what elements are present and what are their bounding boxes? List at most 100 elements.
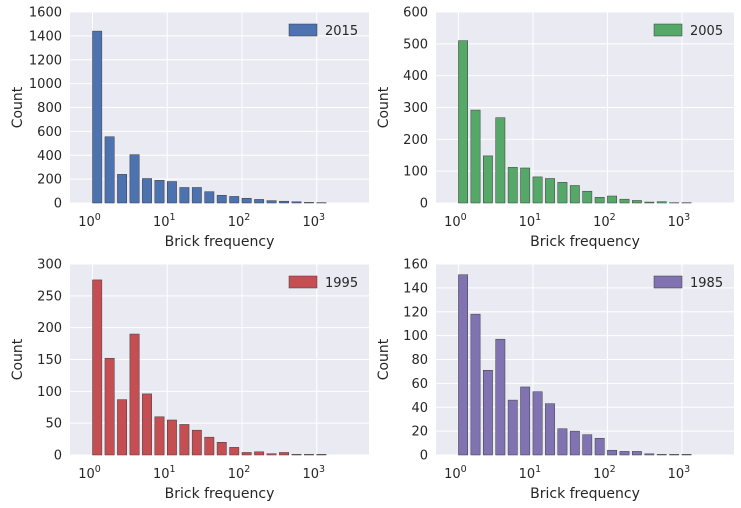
x-tick-exponent: 2: [610, 212, 616, 223]
y-tick-label: 0: [54, 197, 62, 212]
bar: [495, 338, 506, 456]
x-tick-base: 10: [593, 467, 610, 482]
y-axis-label: Count: [10, 338, 26, 380]
x-tick-label: 102: [228, 212, 251, 230]
bar: [291, 201, 302, 204]
x-tick-exponent: 3: [684, 212, 690, 223]
bar: [532, 176, 543, 204]
bar: [241, 452, 252, 456]
bar: [167, 419, 177, 456]
bar: [569, 185, 580, 204]
x-tick-label: 101: [153, 212, 176, 230]
bar: [458, 274, 468, 456]
x-tick-label: 102: [228, 464, 251, 482]
bar: [632, 200, 642, 204]
bar: [304, 454, 314, 456]
x-tick-label: 103: [302, 212, 325, 230]
bar: [520, 167, 531, 204]
bar: [142, 393, 152, 456]
bar: [117, 174, 128, 204]
y-tick-label: 300: [37, 258, 62, 273]
y-tick-label: 50: [45, 417, 62, 432]
x-tick-base: 10: [153, 467, 170, 482]
y-tick-label: 20: [411, 425, 428, 440]
bar: [191, 187, 202, 204]
x-tick-exponent: 3: [319, 464, 325, 475]
legend-label: 2015: [325, 24, 358, 39]
y-tick-label: 0: [54, 449, 62, 464]
x-tick-base: 10: [668, 467, 685, 482]
legend-label: 1985: [690, 276, 723, 291]
bar: [154, 416, 165, 456]
x-tick-label: 102: [593, 464, 616, 482]
x-tick-base: 10: [302, 215, 319, 230]
y-tick-label: 1400: [29, 29, 62, 44]
y-tick-label: 250: [37, 289, 62, 304]
bar: [569, 430, 580, 456]
bar: [607, 195, 617, 204]
legend-swatch: [653, 275, 683, 289]
x-tick-exponent: 1: [535, 464, 541, 475]
y-axis-label: Count: [376, 86, 392, 128]
bar: [204, 191, 215, 204]
bar: [291, 454, 302, 456]
y-tick-label: 200: [403, 133, 428, 148]
y-tick-label: 200: [37, 173, 62, 188]
x-tick-base: 10: [78, 215, 95, 230]
bar: [619, 451, 630, 456]
x-tick-exponent: 2: [244, 212, 250, 223]
y-tick-label: 100: [403, 329, 428, 344]
y-tick-label: 1600: [29, 6, 62, 21]
bar: [129, 154, 140, 204]
bar: [254, 451, 265, 456]
x-tick-label: 100: [78, 464, 101, 482]
bar: [507, 167, 518, 204]
x-tick-label: 100: [78, 212, 101, 230]
bar: [142, 178, 152, 204]
x-axis-label: Brick frequency: [165, 234, 275, 250]
y-tick-label: 150: [37, 353, 62, 368]
x-tick-base: 10: [302, 467, 319, 482]
x-tick-exponent: 1: [170, 212, 176, 223]
y-tick-label: 200: [37, 321, 62, 336]
bar: [104, 136, 115, 204]
bar: [619, 198, 630, 204]
bar: [279, 200, 289, 204]
bar: [229, 196, 240, 204]
x-tick-base: 10: [444, 467, 461, 482]
x-tick-base: 10: [153, 215, 170, 230]
y-tick-label: 60: [411, 377, 428, 392]
y-tick-label: 80: [411, 353, 428, 368]
bar: [266, 200, 277, 204]
bar: [204, 436, 215, 456]
x-tick-base: 10: [78, 467, 95, 482]
bar: [644, 453, 655, 456]
x-tick-exponent: 1: [535, 212, 541, 223]
bar: [495, 117, 506, 204]
legend-label: 2005: [690, 24, 723, 39]
bar: [92, 30, 103, 204]
y-tick-label: 600: [403, 6, 428, 21]
x-tick-label: 102: [593, 212, 616, 230]
y-tick-label: 160: [403, 258, 428, 273]
legend-swatch: [288, 275, 318, 289]
x-tick-label: 103: [668, 212, 691, 230]
x-axis-label: Brick frequency: [530, 486, 640, 502]
legend-swatch: [288, 23, 318, 37]
bar: [594, 197, 605, 204]
x-tick-base: 10: [444, 215, 461, 230]
bar: [532, 391, 543, 456]
x-tick-exponent: 0: [461, 464, 467, 475]
x-axis-label: Brick frequency: [530, 234, 640, 250]
bar: [545, 178, 555, 204]
bar: [191, 429, 202, 456]
bar: [594, 438, 605, 456]
y-tick-label: 500: [403, 37, 428, 52]
x-tick-exponent: 3: [319, 212, 325, 223]
bar: [304, 202, 314, 204]
bar: [557, 428, 568, 456]
bar: [316, 454, 327, 456]
